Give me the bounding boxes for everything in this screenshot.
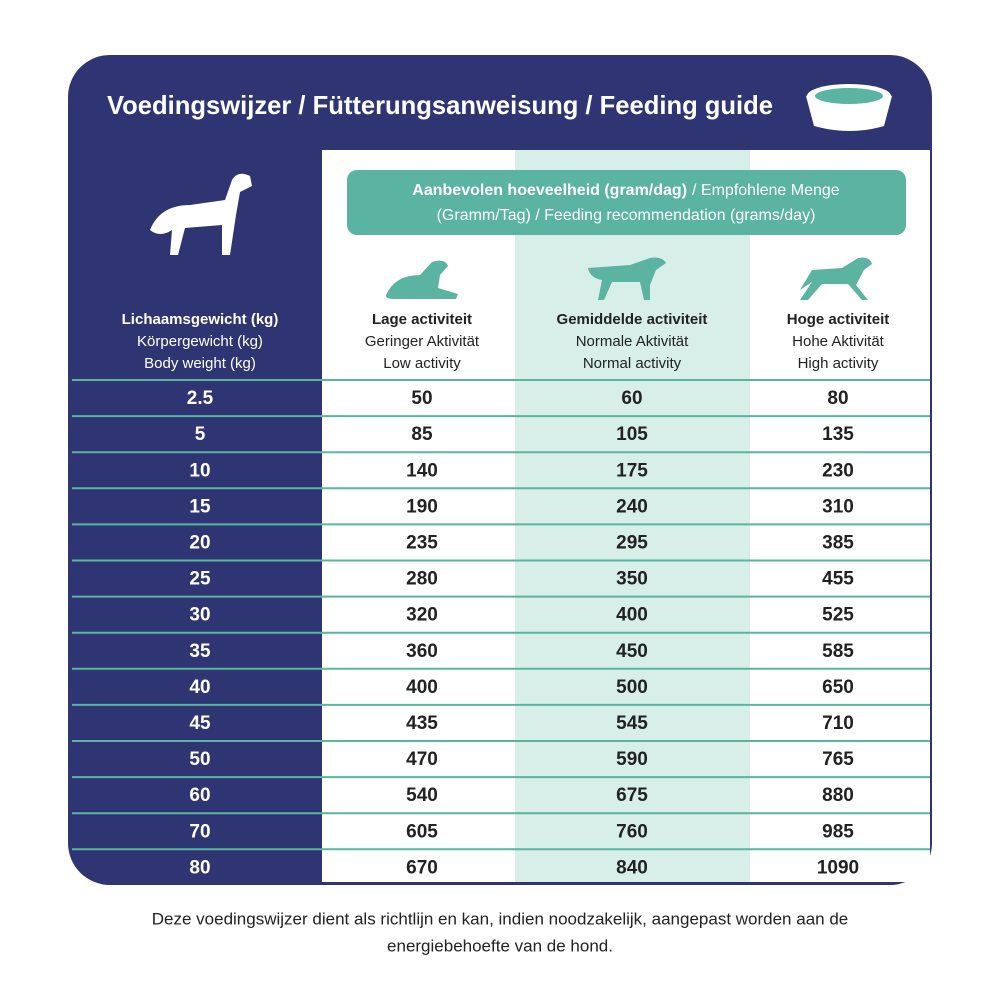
weight-cell: 30 bbox=[189, 605, 210, 626]
column-header: Körpergewicht (kg) bbox=[137, 333, 263, 350]
amount-cell: 400 bbox=[616, 605, 648, 626]
column-header: Body weight (kg) bbox=[144, 355, 256, 372]
amount-cell: 235 bbox=[406, 532, 438, 553]
amount-cell: 230 bbox=[822, 460, 854, 481]
column-header: Gemiddelde activiteit bbox=[557, 311, 708, 328]
amount-cell: 175 bbox=[616, 460, 648, 481]
weight-cell: 40 bbox=[189, 677, 210, 698]
amount-cell: 140 bbox=[406, 460, 438, 481]
column-header: Hohe Aktivität bbox=[792, 333, 885, 350]
amount-cell: 470 bbox=[406, 749, 438, 770]
amount-cell: 50 bbox=[411, 388, 432, 409]
weight-cell: 45 bbox=[189, 713, 211, 734]
amount-cell: 385 bbox=[822, 532, 854, 553]
weight-cell: 60 bbox=[189, 785, 210, 806]
weight-cell: 80 bbox=[189, 857, 210, 878]
column-header: High activity bbox=[798, 355, 879, 372]
footer-line: Deze voedingswijzer dient als richtlijn … bbox=[152, 909, 849, 928]
amount-cell: 450 bbox=[616, 641, 648, 662]
amount-cell: 840 bbox=[616, 857, 648, 878]
weight-cell: 5 bbox=[195, 424, 206, 445]
amount-cell: 545 bbox=[616, 713, 648, 734]
footer-line: energiebehoefte van de hond. bbox=[387, 936, 613, 955]
amount-cell: 280 bbox=[406, 569, 438, 590]
amount-cell: 590 bbox=[616, 749, 648, 770]
column-header: Lichaamsgewicht (kg) bbox=[122, 311, 279, 328]
column-header: Lage activiteit bbox=[372, 311, 472, 328]
amount-cell: 525 bbox=[822, 605, 854, 626]
column-header: Geringer Aktivität bbox=[365, 333, 480, 350]
amount-cell: 190 bbox=[406, 496, 438, 517]
amount-cell: 295 bbox=[616, 532, 648, 553]
amount-cell: 135 bbox=[822, 424, 854, 445]
amount-cell: 605 bbox=[406, 821, 438, 842]
amount-cell: 320 bbox=[406, 605, 438, 626]
amount-cell: 310 bbox=[822, 496, 854, 517]
amount-cell: 360 bbox=[406, 641, 438, 662]
dog-icon bbox=[150, 173, 252, 255]
weight-cell: 2.5 bbox=[187, 388, 214, 409]
column-header: Normale Aktivität bbox=[576, 333, 689, 350]
weight-cell: 50 bbox=[189, 749, 210, 770]
bowl-icon bbox=[806, 84, 892, 131]
amount-cell: 670 bbox=[406, 857, 438, 878]
amount-cell: 760 bbox=[616, 821, 648, 842]
weight-cell: 20 bbox=[189, 532, 210, 553]
amount-cell: 80 bbox=[827, 388, 848, 409]
amount-cell: 500 bbox=[616, 677, 648, 698]
title: Voedingswijzer / Fütterungsanweisung / F… bbox=[107, 90, 773, 120]
weight-cell: 70 bbox=[189, 821, 210, 842]
weight-cell: 10 bbox=[189, 460, 210, 481]
amount-cell: 1090 bbox=[817, 857, 859, 878]
amount-cell: 435 bbox=[406, 713, 438, 734]
amount-cell: 85 bbox=[411, 424, 433, 445]
amount-cell: 650 bbox=[822, 677, 854, 698]
amount-cell: 675 bbox=[616, 785, 648, 806]
weight-cell: 15 bbox=[189, 496, 211, 517]
column-header: Hoge activiteit bbox=[787, 311, 890, 328]
banner-line: (Gramm/Tag) / Feeding recommendation (gr… bbox=[437, 207, 816, 224]
weight-cell: 35 bbox=[189, 641, 211, 662]
amount-cell: 60 bbox=[621, 388, 642, 409]
amount-cell: 350 bbox=[616, 569, 648, 590]
weight-cell: 25 bbox=[189, 569, 211, 590]
amount-cell: 240 bbox=[616, 496, 648, 517]
column-header: Low activity bbox=[383, 355, 461, 372]
amount-cell: 540 bbox=[406, 785, 438, 806]
amount-cell: 585 bbox=[822, 641, 854, 662]
amount-cell: 985 bbox=[822, 821, 854, 842]
amount-cell: 105 bbox=[616, 424, 648, 445]
amount-cell: 765 bbox=[822, 749, 854, 770]
amount-cell: 710 bbox=[822, 713, 854, 734]
banner-line: Aanbevolen hoeveelheid (gram/dag) / Empfo… bbox=[412, 182, 839, 199]
dog-icon bbox=[385, 257, 872, 300]
amount-cell: 400 bbox=[406, 677, 438, 698]
column-header: Normal activity bbox=[583, 355, 682, 372]
amount-cell: 455 bbox=[822, 569, 854, 590]
banner bbox=[347, 170, 906, 235]
banner-rest: / Empfohlene Menge bbox=[692, 182, 840, 199]
banner-bold: Aanbevolen hoeveelheid (gram/dag) bbox=[412, 182, 687, 199]
amount-cell: 880 bbox=[822, 785, 854, 806]
